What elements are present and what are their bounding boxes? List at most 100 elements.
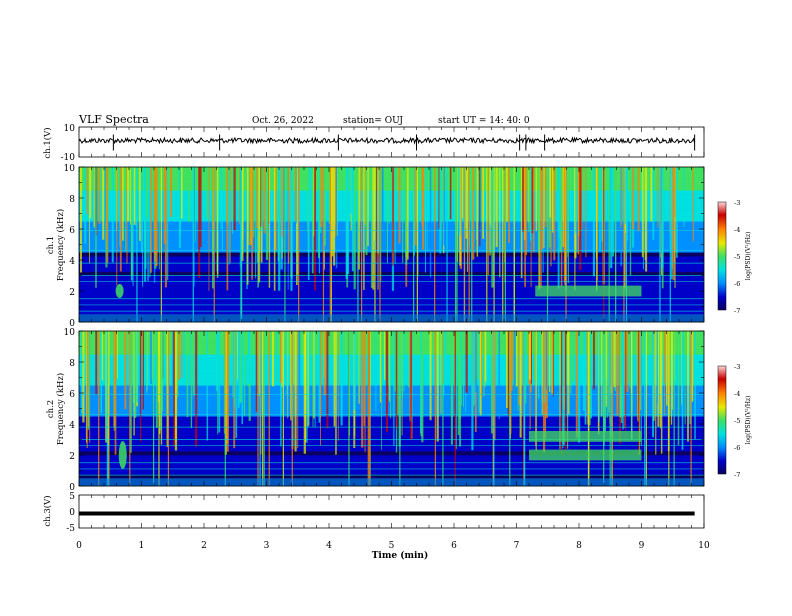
spectrogram-sferic (318, 167, 320, 274)
spectrogram-sferic (638, 331, 640, 455)
spectrogram-sferic (206, 331, 209, 441)
spectrogram-sferic (473, 331, 476, 406)
spectrogram-sferic (150, 331, 153, 385)
x-tick-labels: 0 1 2 3 4 5 6 7 8 9 10 (76, 541, 710, 551)
spectrogram-sferic (406, 167, 409, 260)
spectrogram-sferic (462, 331, 464, 407)
spectrogram-sferic (263, 167, 266, 234)
spectrogram-band (79, 221, 704, 226)
spectrogram-sferic (178, 167, 181, 249)
spectrogram-band (79, 306, 704, 311)
spectrogram-band (79, 369, 704, 374)
spectrogram-sferic (161, 331, 164, 411)
spectrogram-sferic (127, 167, 130, 222)
spectrogram-sferic (383, 331, 386, 380)
spectrogram-sferic (395, 331, 398, 429)
spectrogram-sferic (351, 167, 354, 272)
spectrogram-sferic (563, 167, 566, 283)
spectrogram-sferic (101, 331, 104, 381)
spectrogram-sferic (298, 331, 301, 397)
spectrogram-sferic (479, 331, 482, 416)
spectrogram-band (79, 334, 704, 340)
spectrogram-sferic-strong (240, 167, 242, 322)
spectrogram-sferic (586, 331, 588, 425)
spectrogram-sferic (186, 331, 189, 418)
spectrogram-sferic (559, 331, 561, 450)
x-tick-label: 7 (514, 541, 520, 551)
spectrogram-sferic (211, 167, 215, 289)
spectrogram-sferic (595, 167, 598, 291)
spectrogram-sferic (590, 331, 593, 419)
spectrogram-sferic (280, 331, 282, 447)
spectrogram-sferic (588, 331, 591, 426)
ch2-spec-ytick-10: 10 (64, 328, 76, 338)
spectrogram-sferic-strong (298, 167, 300, 322)
spectrogram-sferic (88, 167, 90, 264)
spectrogram-sferic (490, 167, 492, 228)
ch1-colorbar (717, 201, 727, 311)
spectrogram-sferic (229, 167, 231, 264)
spectrogram-sferic (199, 167, 202, 248)
spectrogram-sferic (206, 167, 209, 219)
spectrogram-band (79, 424, 704, 429)
spectrogram-band (79, 342, 704, 347)
spectrogram-sferic-strong (565, 167, 567, 322)
spectrogram-sferic-strong (224, 331, 226, 486)
ch3-ytick-0: 0 (69, 508, 75, 518)
spectrogram-sferic-strong (263, 331, 265, 486)
spectrogram-sferic (211, 167, 213, 231)
spectrogram-sferic-strong (509, 331, 511, 486)
spectrogram-sferic (287, 331, 289, 419)
spectrogram-sferic (393, 331, 395, 446)
spectrogram-sferic (251, 167, 254, 250)
spectrogram-sferic (385, 331, 389, 433)
spectrogram-band (79, 283, 704, 288)
spectrogram-band (79, 205, 704, 210)
spectrogram-sferic (122, 167, 124, 241)
spectrogram-sferic (328, 167, 331, 225)
spectrogram-sferic (551, 167, 554, 233)
spectrogram-band (79, 244, 704, 249)
spectrogram-sferic-strong (136, 167, 138, 322)
spectrogram-sferic (394, 167, 396, 265)
ch3-waveform-ylabel: ch.3(V) (42, 495, 53, 526)
spectrogram-sferic (671, 331, 673, 410)
spectrogram-sferic (611, 167, 615, 257)
spectrogram-sferic (626, 167, 628, 242)
spectrogram-sferic (314, 167, 317, 291)
spectrogram-sferic (624, 167, 627, 225)
spectrogram-sferic (239, 331, 243, 403)
spectrogram-band (79, 393, 704, 398)
spectrogram-sferic (159, 331, 162, 431)
spectrogram-sferic (584, 331, 587, 425)
spectrogram-sferic (544, 331, 547, 438)
spectrogram-sferic (190, 331, 193, 429)
spectrogram-sferic (571, 331, 575, 382)
ch1-cbtick-m7: -7 (734, 307, 740, 315)
spectrogram-sferic-strong (360, 167, 363, 322)
ch1-cbtick-m3: -3 (734, 199, 740, 207)
spectrogram-sferic (241, 331, 244, 425)
spectrogram-sferic (668, 331, 671, 386)
spectrogram-sferic-strong (213, 167, 215, 322)
spectrogram-sferic (403, 331, 405, 392)
spectrogram-sferic (167, 167, 169, 281)
spectrogram-sferic (124, 331, 127, 410)
spectrogram-sferic (158, 167, 160, 270)
spectrogram-sferic-strong (330, 167, 332, 322)
spectrogram-sferic (86, 167, 89, 215)
spectrogram-sferic (273, 167, 276, 291)
ch1-cbtick-m5: -5 (734, 253, 740, 261)
spectrogram-band (79, 385, 704, 390)
spectrogram-sferic-strong (608, 167, 610, 322)
ch1-colorbar-label: log(PSD)(V²/Hz) (745, 232, 752, 281)
ch2-cbtick-m3: -3 (734, 363, 740, 371)
spectrogram-sferic (687, 331, 689, 442)
spectrogram-sferic (311, 167, 314, 274)
spectrogram-sferic (232, 167, 234, 220)
spectrogram-sferic (629, 331, 632, 389)
spectrogram-sferic (570, 331, 572, 394)
spectrogram-sferic (133, 167, 136, 225)
spectrogram-band (79, 275, 704, 280)
spectrogram-sferic (218, 331, 221, 433)
